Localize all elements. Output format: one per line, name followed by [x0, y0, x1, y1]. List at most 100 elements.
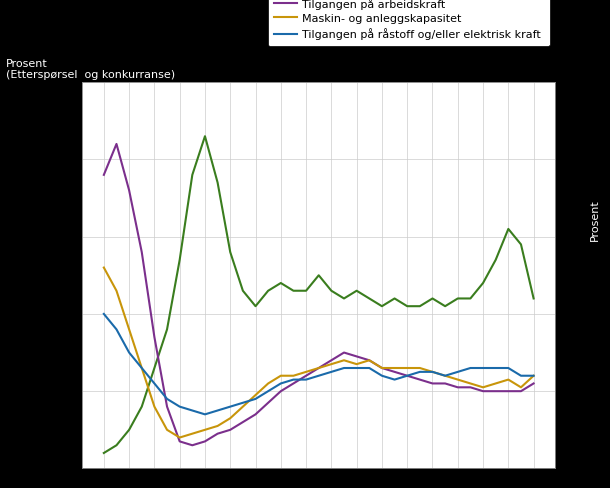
Tilgangen på arbeidskraft: [126, 188, 133, 194]
Etterspørsel og konkurranse (venstre akse): [113, 443, 120, 448]
Maskin- og anleggskapasitet: [303, 369, 310, 375]
Tilgangen på råstoff og/eller elektrisk kraft: [290, 377, 297, 383]
Etterspørsel og konkurranse (venstre akse): [340, 296, 348, 302]
Maskin- og anleggskapasitet: [340, 358, 348, 364]
Maskin- og anleggskapasitet: [454, 377, 461, 383]
Tilgangen på arbeidskraft: [176, 439, 184, 445]
Tilgangen på arbeidskraft: [353, 354, 361, 360]
Tilgangen på arbeidskraft: [239, 419, 246, 425]
Maskin- og anleggskapasitet: [239, 404, 246, 410]
Etterspørsel og konkurranse (venstre akse): [151, 366, 158, 371]
Tilgangen på råstoff og/eller elektrisk kraft: [100, 311, 107, 317]
Etterspørsel og konkurranse (venstre akse): [226, 250, 234, 256]
Line: Tilgangen på råstoff og/eller elektrisk kraft: Tilgangen på råstoff og/eller elektrisk …: [104, 314, 534, 414]
Tilgangen på råstoff og/eller elektrisk kraft: [391, 377, 398, 383]
Etterspørsel og konkurranse (venstre akse): [442, 304, 449, 309]
Maskin- og anleggskapasitet: [176, 435, 184, 441]
Etterspørsel og konkurranse (venstre akse): [201, 134, 209, 140]
Maskin- og anleggskapasitet: [442, 373, 449, 379]
Maskin- og anleggskapasitet: [201, 427, 209, 433]
Maskin- og anleggskapasitet: [290, 373, 297, 379]
Tilgangen på råstoff og/eller elektrisk kraft: [226, 404, 234, 410]
Tilgangen på arbeidskraft: [328, 358, 335, 364]
Etterspørsel og konkurranse (venstre akse): [404, 304, 411, 309]
Legend: Etterspørsel og konkurranse (venstre akse), Tilgangen på arbeidskraft, Maskin- o: Etterspørsel og konkurranse (venstre aks…: [268, 0, 550, 47]
Maskin- og anleggskapasitet: [151, 404, 158, 410]
Maskin- og anleggskapasitet: [504, 377, 512, 383]
Maskin- og anleggskapasitet: [416, 366, 423, 371]
Maskin- og anleggskapasitet: [517, 385, 525, 390]
Tilgangen på arbeidskraft: [214, 431, 221, 437]
Etterspørsel og konkurranse (venstre akse): [530, 296, 537, 302]
Maskin- og anleggskapasitet: [530, 373, 537, 379]
Tilgangen på råstoff og/eller elektrisk kraft: [201, 411, 209, 417]
Etterspørsel og konkurranse (venstre akse): [265, 288, 272, 294]
Tilgangen på arbeidskraft: [378, 366, 386, 371]
Tilgangen på arbeidskraft: [492, 388, 500, 394]
Etterspørsel og konkurranse (venstre akse): [188, 173, 196, 179]
Etterspørsel og konkurranse (venstre akse): [315, 273, 322, 279]
Maskin- og anleggskapasitet: [479, 385, 487, 390]
Tilgangen på arbeidskraft: [151, 334, 158, 340]
Tilgangen på råstoff og/eller elektrisk kraft: [365, 366, 373, 371]
Tilgangen på arbeidskraft: [479, 388, 487, 394]
Etterspørsel og konkurranse (venstre akse): [239, 288, 246, 294]
Maskin- og anleggskapasitet: [328, 362, 335, 367]
Etterspørsel og konkurranse (venstre akse): [100, 450, 107, 456]
Maskin- og anleggskapasitet: [315, 366, 322, 371]
Maskin- og anleggskapasitet: [252, 392, 259, 398]
Etterspørsel og konkurranse (venstre akse): [176, 257, 184, 263]
Tilgangen på arbeidskraft: [504, 388, 512, 394]
Etterspørsel og konkurranse (venstre akse): [328, 288, 335, 294]
Etterspørsel og konkurranse (venstre akse): [504, 226, 512, 232]
Tilgangen på arbeidskraft: [404, 373, 411, 379]
Tilgangen på råstoff og/eller elektrisk kraft: [328, 369, 335, 375]
Etterspørsel og konkurranse (venstre akse): [454, 296, 461, 302]
Etterspørsel og konkurranse (venstre akse): [163, 327, 171, 333]
Maskin- og anleggskapasitet: [138, 366, 145, 371]
Tilgangen på råstoff og/eller elektrisk kraft: [252, 396, 259, 402]
Maskin- og anleggskapasitet: [391, 366, 398, 371]
Tilgangen på arbeidskraft: [517, 388, 525, 394]
Tilgangen på råstoff og/eller elektrisk kraft: [378, 373, 386, 379]
Tilgangen på arbeidskraft: [100, 173, 107, 179]
Maskin- og anleggskapasitet: [429, 369, 436, 375]
Tilgangen på råstoff og/eller elektrisk kraft: [442, 373, 449, 379]
Etterspørsel og konkurranse (venstre akse): [391, 296, 398, 302]
Tilgangen på råstoff og/eller elektrisk kraft: [126, 350, 133, 356]
Etterspørsel og konkurranse (venstre akse): [492, 257, 500, 263]
Tilgangen på arbeidskraft: [391, 369, 398, 375]
Maskin- og anleggskapasitet: [100, 265, 107, 271]
Tilgangen på arbeidskraft: [340, 350, 348, 356]
Maskin- og anleggskapasitet: [404, 366, 411, 371]
Tilgangen på arbeidskraft: [277, 388, 284, 394]
Tilgangen på arbeidskraft: [188, 443, 196, 448]
Tilgangen på arbeidskraft: [138, 250, 145, 256]
Maskin- og anleggskapasitet: [113, 288, 120, 294]
Tilgangen på råstoff og/eller elektrisk kraft: [277, 381, 284, 386]
Tilgangen på råstoff og/eller elektrisk kraft: [303, 377, 310, 383]
Tilgangen på råstoff og/eller elektrisk kraft: [176, 404, 184, 410]
Etterspørsel og konkurranse (venstre akse): [416, 304, 423, 309]
Maskin- og anleggskapasitet: [378, 366, 386, 371]
Tilgangen på arbeidskraft: [315, 366, 322, 371]
Tilgangen på råstoff og/eller elektrisk kraft: [113, 327, 120, 333]
Maskin- og anleggskapasitet: [365, 358, 373, 364]
Etterspørsel og konkurranse (venstre akse): [517, 242, 525, 248]
Tilgangen på råstoff og/eller elektrisk kraft: [353, 366, 361, 371]
Tilgangen på arbeidskraft: [429, 381, 436, 386]
Line: Maskin- og anleggskapasitet: Maskin- og anleggskapasitet: [104, 268, 534, 438]
Maskin- og anleggskapasitet: [163, 427, 171, 433]
Tilgangen på arbeidskraft: [442, 381, 449, 386]
Tilgangen på råstoff og/eller elektrisk kraft: [479, 366, 487, 371]
Tilgangen på råstoff og/eller elektrisk kraft: [404, 373, 411, 379]
Maskin- og anleggskapasitet: [226, 415, 234, 421]
Tilgangen på råstoff og/eller elektrisk kraft: [467, 366, 474, 371]
Etterspørsel og konkurranse (venstre akse): [290, 288, 297, 294]
Etterspørsel og konkurranse (venstre akse): [214, 180, 221, 186]
Tilgangen på arbeidskraft: [252, 411, 259, 417]
Tilgangen på arbeidskraft: [365, 358, 373, 364]
Tilgangen på råstoff og/eller elektrisk kraft: [530, 373, 537, 379]
Tilgangen på råstoff og/eller elektrisk kraft: [429, 369, 436, 375]
Tilgangen på råstoff og/eller elektrisk kraft: [416, 369, 423, 375]
